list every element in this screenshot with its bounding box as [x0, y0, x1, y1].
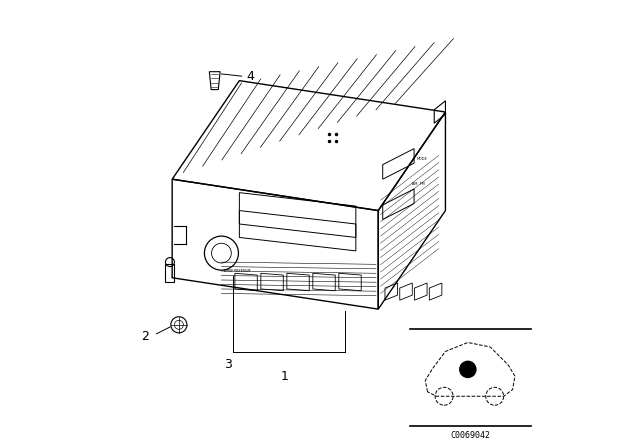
Text: BMW PREMIUM: BMW PREMIUM: [224, 269, 250, 273]
Text: MODE: MODE: [417, 157, 427, 161]
Text: C0069042: C0069042: [450, 431, 490, 440]
Text: 1: 1: [280, 370, 288, 383]
Circle shape: [460, 361, 476, 377]
Text: 2: 2: [141, 329, 149, 343]
Text: AM  FM: AM FM: [412, 182, 424, 185]
Text: 4: 4: [246, 69, 254, 83]
Text: 3: 3: [224, 358, 232, 371]
